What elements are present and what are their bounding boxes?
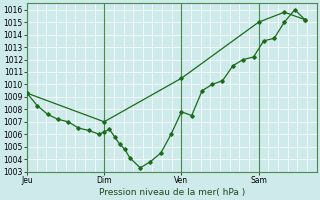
X-axis label: Pression niveau de la mer( hPa ): Pression niveau de la mer( hPa ) — [99, 188, 245, 197]
